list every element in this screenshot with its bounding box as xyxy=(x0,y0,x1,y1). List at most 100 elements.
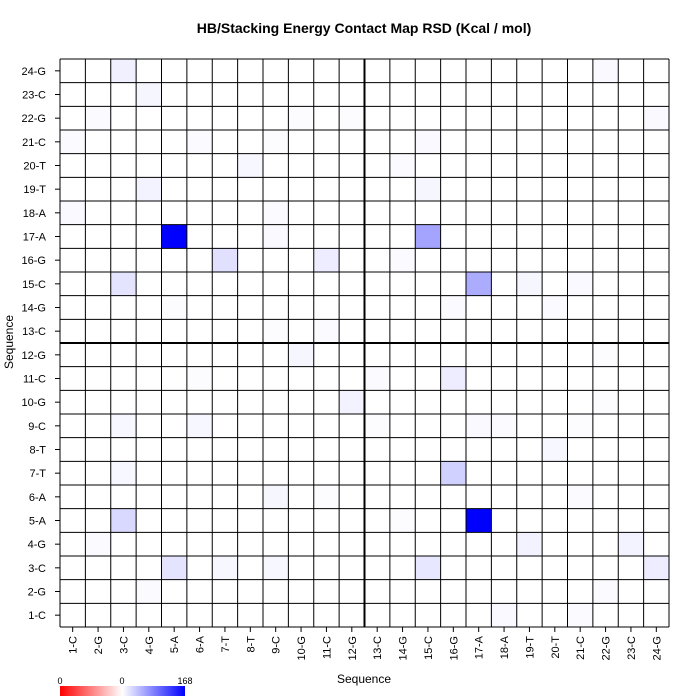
colorbar-gradient xyxy=(60,686,185,696)
heatmap-cell-7-T-16-G xyxy=(212,248,238,272)
heatmap-cell-22-G-24-G xyxy=(592,59,619,83)
heatmap-cell-9-C-3-C xyxy=(263,556,289,580)
y-tick-label: 15-C xyxy=(22,279,46,291)
x-tick-label: 23-C xyxy=(626,636,638,660)
heatmap-cell-22-G-2-G xyxy=(592,579,619,604)
y-tick-label: 17-A xyxy=(23,232,47,244)
x-tick-label: 24-G xyxy=(651,636,663,660)
heatmap-cell-24-G-22-G xyxy=(643,106,669,130)
heatmap-cell-18-A-9-C xyxy=(491,414,517,438)
y-tick-label: 8-T xyxy=(30,445,47,457)
heatmap-cell-11-C-6-A xyxy=(313,485,340,509)
x-tick-label: 2-G xyxy=(93,636,105,654)
heatmap-cell-19-T-4-G xyxy=(516,532,543,556)
x-axis-label: Sequence xyxy=(337,672,391,686)
y-tick-label: 14-G xyxy=(22,303,46,315)
x-tick-label: 22-G xyxy=(601,636,613,660)
heatmap-cell-9-C-13-C xyxy=(263,319,289,343)
heatmap-cell-9-C-21-C xyxy=(263,130,289,154)
heatmap-cell-5-A-14-G xyxy=(161,295,187,320)
colorbar: 0 0 168 xyxy=(57,676,193,696)
heatmap-cell-20-T-14-G xyxy=(542,295,568,320)
x-tick-label: 3-C xyxy=(118,636,130,654)
y-tick-label: 7-T xyxy=(30,468,47,480)
x-tick-label: 21-C xyxy=(575,636,587,660)
y-tick-labels: 1-C 2-G 3-C 4-G 5-A 6-A 7-T 8-T 9-C 10-G 11-C 12-G 1… xyxy=(22,66,60,622)
x-tick-label: 9-C xyxy=(271,636,283,654)
heatmap-cell-21-C-15-C xyxy=(567,272,593,296)
heatmap-cell-6-A-11-C xyxy=(186,366,213,391)
heatmap-cell-17-A-15-C xyxy=(466,272,492,296)
heatmap-cell-12-G-22-G xyxy=(339,106,365,130)
heatmap-cell-3-C-9-C xyxy=(110,414,137,438)
heatmap-cell-20-T-8-T xyxy=(542,437,568,462)
heatmap-cell-8-T-20-T xyxy=(237,153,263,178)
x-tick-label: 16-G xyxy=(448,636,460,660)
y-tick-label: 21-C xyxy=(22,137,46,149)
heatmap-cell-13-C-11-C xyxy=(364,366,390,391)
heatmap-cell-22-G-10-G xyxy=(592,390,619,414)
y-tick-label: 11-C xyxy=(23,374,46,386)
heatmap-cell-15-C-21-C xyxy=(415,130,441,154)
x-tick-label: 8-T xyxy=(245,636,257,653)
heatmap-cell-18-A-1-C xyxy=(491,603,517,627)
y-tick-label: 13-C xyxy=(22,326,46,338)
heatmap-cell-3-C-24-G xyxy=(110,59,137,83)
y-tick-label: 12-G xyxy=(22,350,46,362)
x-tick-label: 13-C xyxy=(372,636,384,660)
heatmap-cell-9-C-18-A xyxy=(263,201,289,225)
heatmap-cell-6-A-21-C xyxy=(186,130,213,154)
chart-title: HB/Stacking Energy Contact Map RSD (Kcal… xyxy=(196,20,532,36)
heatmap-cell-14-G-5-A xyxy=(389,508,416,533)
heatmap-cell-19-T-15-C xyxy=(516,272,543,296)
heatmap-cell-10-G-12-G xyxy=(288,343,314,367)
x-tick-label: 1-C xyxy=(68,636,80,654)
heatmap-cell-9-C-6-A xyxy=(263,485,289,509)
x-tick-label: 17-A xyxy=(474,635,486,659)
heatmap-cell-23-C-4-G xyxy=(618,532,644,556)
heatmap-cell-13-C-9-C xyxy=(364,414,390,438)
y-tick-label: 19-T xyxy=(23,184,46,196)
x-tick-label: 15-C xyxy=(423,636,435,660)
heatmap-cell-16-G-11-C xyxy=(440,366,466,391)
x-tick-label: 6-A xyxy=(195,635,207,653)
heatmap-cell-9-C-17-A xyxy=(263,224,289,249)
heatmap-cell-16-G-7-T xyxy=(440,461,466,485)
heatmap-cell-11-C-13-C xyxy=(313,319,340,343)
heatmap-cell-2-G-4-G xyxy=(85,532,111,556)
heatmap-cell-22-G-12-G xyxy=(592,343,619,367)
heatmap-cell-5-A-17-A xyxy=(161,224,187,249)
colorbar-max-label: 168 xyxy=(177,676,192,686)
x-tick-label: 11-C xyxy=(321,636,333,659)
x-tick-label: 12-G xyxy=(347,636,359,660)
y-tick-label: 18-A xyxy=(23,208,47,220)
x-tick-labels: 1-C 2-G 3-C 4-G 5-A 6-A 7-T 8-T 9-C 10-G 11-C 12-G 1… xyxy=(68,627,663,660)
x-tick-label: 20-T xyxy=(550,636,562,659)
heatmap-cell-17-A-9-C xyxy=(466,414,492,438)
heatmap-cell-3-C-15-C xyxy=(110,272,137,296)
heatmap-cell-4-G-2-G xyxy=(136,579,162,604)
colorbar-mid-label: 0 xyxy=(119,676,124,686)
y-tick-label: 1-C xyxy=(28,610,46,622)
heatmap-cell-12-G-10-G xyxy=(339,390,365,414)
heatmap-cell-15-C-3-C xyxy=(415,556,441,580)
colorbar-min-label: 0 xyxy=(57,676,62,686)
y-tick-label: 22-G xyxy=(22,113,46,125)
heatmap-cell-14-G-16-G xyxy=(389,248,416,272)
heatmap-cells xyxy=(60,59,669,627)
y-axis-label: Sequence xyxy=(2,315,16,369)
x-tick-label: 19-T xyxy=(524,636,536,659)
y-tick-label: 6-A xyxy=(29,492,47,504)
heatmap-cell-5-A-3-C xyxy=(161,556,187,580)
heatmap-cell-2-G-22-G xyxy=(85,106,111,130)
heatmap-cell-16-G-14-G xyxy=(440,295,466,320)
y-tick-label: 4-G xyxy=(28,539,46,551)
x-tick-label: 5-A xyxy=(169,635,181,653)
y-tick-label: 9-C xyxy=(28,421,46,433)
heatmap-dividers xyxy=(60,59,669,627)
heatmap-cell-4-G-23-C xyxy=(136,82,162,107)
heatmap-cell-24-G-3-C xyxy=(643,556,669,580)
heatmap-cell-11-C-16-G xyxy=(313,248,340,272)
heatmap-cell-1-C-18-A xyxy=(60,201,86,225)
